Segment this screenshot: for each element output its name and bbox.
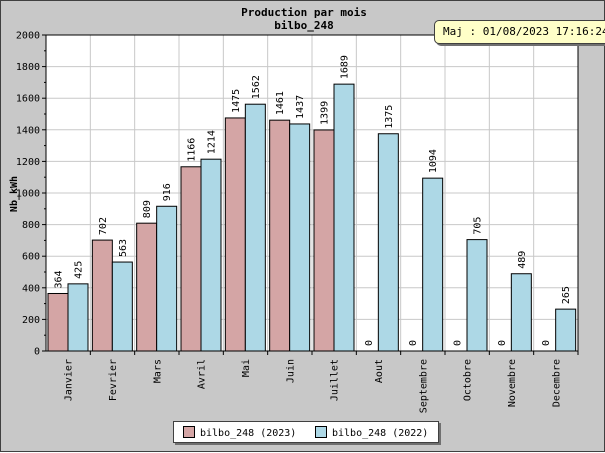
bar-2022	[555, 308, 577, 352]
data-label: 0	[497, 340, 508, 346]
legend-swatch-2022	[315, 426, 327, 438]
y-tick-label: 1000	[16, 189, 40, 200]
x-tick-label: Septembre	[418, 359, 429, 413]
x-tick-label: Juillet	[330, 359, 341, 401]
legend-item-2022: bilbo_248 (2022)	[315, 426, 429, 439]
legend-swatch-2023	[183, 426, 195, 438]
legend-label-2023: bilbo_248 (2023)	[200, 428, 297, 439]
bar-2023	[224, 117, 246, 352]
x-tick-label: Mai	[241, 359, 252, 377]
y-tick-label: 1800	[16, 62, 40, 73]
data-label: 1166	[187, 138, 198, 162]
data-label: 1094	[428, 149, 439, 173]
bars	[47, 83, 577, 352]
bar-2022	[333, 83, 355, 352]
y-tick-label: 1200	[16, 157, 40, 168]
data-label: 364	[54, 270, 65, 288]
x-tick-label: Aout	[374, 359, 385, 383]
bar-2023	[269, 119, 291, 352]
data-label: 0	[541, 340, 552, 346]
axes: 0 200 400 600 800 1000 1200 1400 1600 1800 2000 Jan…	[16, 31, 579, 413]
bar-2022	[466, 239, 488, 352]
x-tick-label: Decembre	[551, 359, 562, 407]
chart-title: Production par mois	[241, 6, 367, 19]
data-label: 916	[162, 183, 173, 201]
legend-label-2022: bilbo_248 (2022)	[332, 428, 429, 439]
y-tick-label: 800	[22, 220, 40, 231]
legend-item-2023: bilbo_248 (2023)	[183, 426, 297, 439]
data-label: 1475	[231, 89, 242, 113]
bar-2023	[180, 166, 202, 352]
data-label: 0	[408, 340, 419, 346]
y-tick-label: 1400	[16, 125, 40, 136]
data-label: 702	[98, 217, 109, 235]
x-tick-label: Octobre	[463, 359, 474, 401]
y-tick-label: 200	[22, 315, 40, 326]
data-label: 1214	[207, 130, 218, 154]
bar-2022	[244, 103, 266, 352]
data-label: 1375	[384, 105, 395, 129]
y-tick-label: 1600	[16, 94, 40, 105]
x-tick-label: Avril	[197, 359, 208, 389]
data-label: 563	[118, 239, 129, 257]
data-label: 809	[142, 200, 153, 218]
y-tick-label: 2000	[16, 31, 40, 42]
legend: bilbo_248 (2023) bilbo_248 (2022)	[173, 421, 439, 443]
bar-2023	[91, 239, 113, 352]
y-axis-label: Nb_kWh	[9, 176, 20, 212]
bar-2022	[510, 273, 532, 352]
bar-2022	[422, 177, 444, 352]
x-tick-label: Fevrier	[108, 359, 119, 401]
y-tick-label: 600	[22, 252, 40, 263]
data-label: 1399	[320, 101, 331, 125]
x-tick-label: Mars	[152, 359, 163, 383]
bar-2023	[47, 292, 69, 352]
bar-2022	[111, 261, 133, 352]
data-labels: 364 425 702 563 809 916 1166 1214 1475 1562 1461 14…	[54, 55, 573, 346]
bar-2023	[136, 222, 158, 352]
data-label: 265	[561, 286, 572, 304]
data-label: 1437	[295, 95, 306, 119]
bar-2022	[377, 133, 399, 352]
data-label: 1461	[275, 91, 286, 115]
bar-2022	[67, 283, 89, 352]
x-tick-label: Juin	[285, 359, 296, 383]
bar-2022	[156, 205, 178, 352]
data-label: 425	[74, 261, 85, 279]
update-timestamp-badge: Maj : 01/08/2023 17:16:24	[434, 20, 605, 44]
x-tick-label: Novembre	[507, 359, 518, 407]
data-label: 489	[517, 251, 528, 269]
chart-subtitle: bilbo_248	[274, 19, 334, 32]
bar-2022	[200, 158, 222, 352]
y-tick-label: 0	[34, 347, 40, 358]
data-label: 705	[473, 217, 484, 235]
plot-border	[45, 34, 579, 352]
data-label: 1562	[251, 75, 262, 99]
bar-2023	[313, 129, 335, 352]
bar-2022	[289, 123, 311, 352]
data-label: 0	[364, 340, 375, 346]
y-tick-label: 400	[22, 283, 40, 294]
data-label: 0	[453, 340, 464, 346]
x-tick-label: Janvier	[64, 359, 75, 401]
data-label: 1689	[340, 55, 351, 79]
